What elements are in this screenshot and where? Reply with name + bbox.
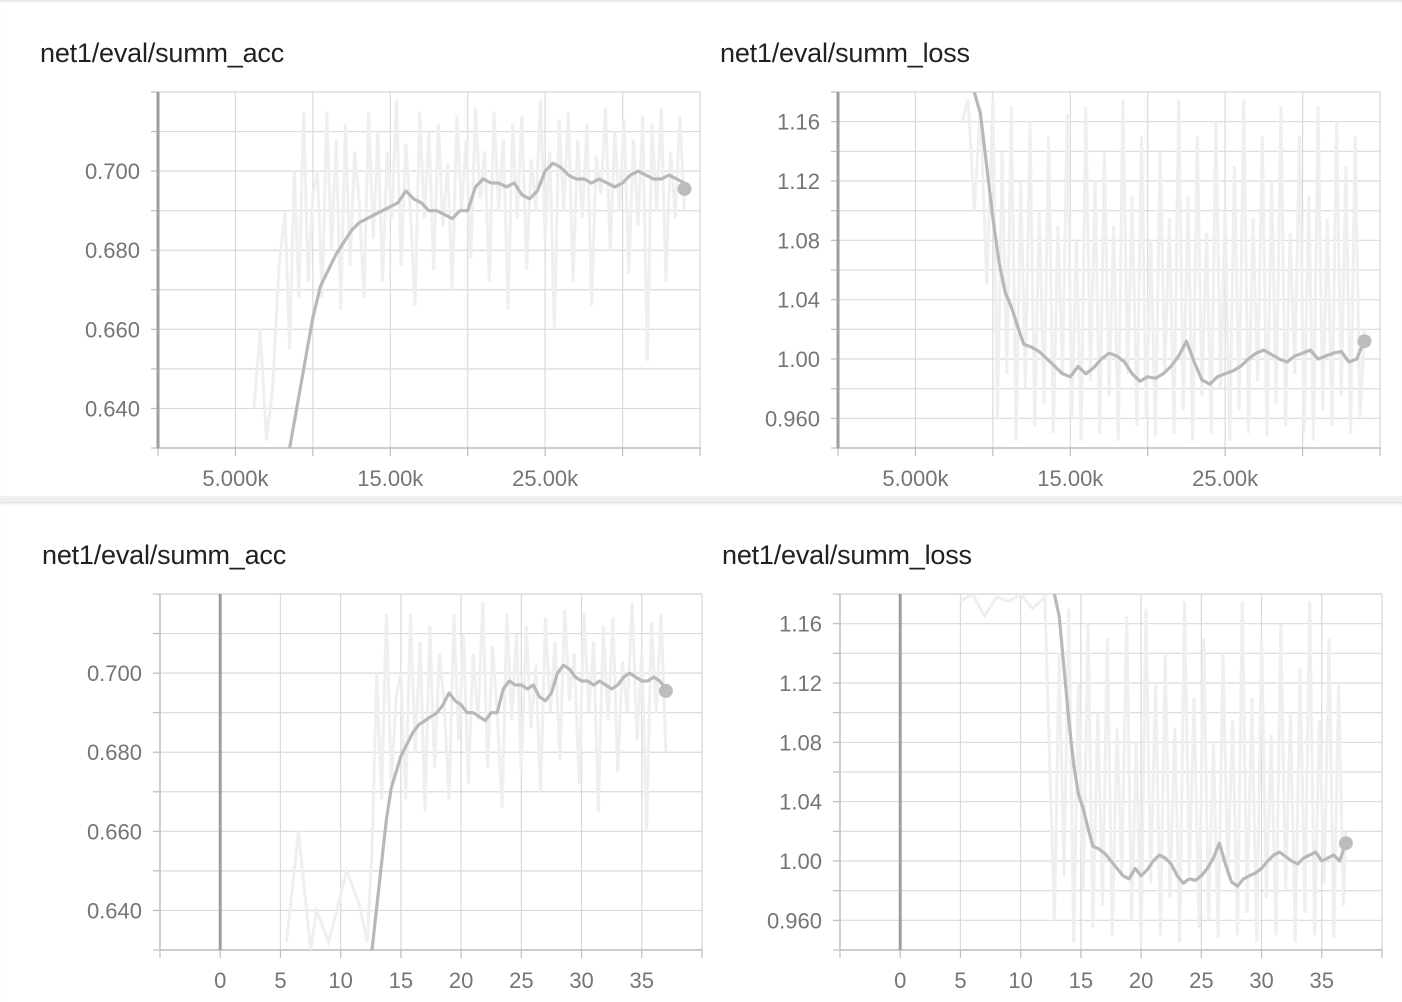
chart-card-loss-bottom: net1/eval/summ_loss xyxy=(722,502,1402,972)
chart-title: net1/eval/summ_loss xyxy=(720,38,970,68)
chart-acc-top[interactable]: 0.640 0.660 0.680 0.700 5.000k 15.00k 25.00k xyxy=(0,0,1402,500)
y-tick-label: 0.700 xyxy=(85,159,140,184)
chart-card-loss-top: net1/eval/summ_loss xyxy=(720,0,1402,470)
x-tick-label: 0 xyxy=(214,968,226,993)
chart-card-acc-top: net1/eval/summ_acc xyxy=(40,0,730,470)
x-tick-label: 35 xyxy=(630,968,654,993)
panel-divider xyxy=(0,496,1402,502)
series-raw xyxy=(285,601,668,950)
y-tick-label: 1.08 xyxy=(779,730,822,755)
y-tick-label: 0.960 xyxy=(767,908,822,933)
x-tick-label: 15 xyxy=(389,968,413,993)
chart-loss-bottom[interactable]: 0.960 1.00 1.04 1.08 1.12 1.16 0 5 10 15 20 25 30 35 xyxy=(0,502,1402,1002)
x-tick-label: 30 xyxy=(569,968,593,993)
series-smoothed[interactable] xyxy=(972,92,1366,386)
series-raw xyxy=(960,98,1366,441)
plot-area xyxy=(285,601,668,950)
chart-title: net1/eval/summ_acc xyxy=(42,540,287,570)
x-tick-label: 35 xyxy=(1310,968,1334,993)
x-tick-label: 25.00k xyxy=(1192,466,1259,491)
chart-loss-top[interactable]: 0.960 1.00 1.04 1.08 1.12 1.16 5.000k 15.00k 25.… xyxy=(0,0,1402,500)
y-tick-label: 0.640 xyxy=(87,898,142,923)
y-tick-label: 0.660 xyxy=(87,819,142,844)
x-tick-label: 5 xyxy=(954,968,966,993)
series-end-point xyxy=(1338,836,1353,851)
y-tick-label: 1.12 xyxy=(779,671,822,696)
x-tick-label: 10 xyxy=(328,968,352,993)
x-tick-label: 5 xyxy=(274,968,286,993)
series-end-point xyxy=(677,181,692,196)
plot-area xyxy=(959,594,1348,943)
y-tick-label: 1.04 xyxy=(777,288,820,313)
y-tick-label: 0.640 xyxy=(85,396,140,421)
y-tick-label: 0.680 xyxy=(87,740,142,765)
chart-card-acc-bottom: net1/eval/summ_acc xyxy=(42,502,732,972)
series-raw xyxy=(252,99,686,441)
series-smoothed[interactable] xyxy=(288,161,686,448)
series-raw xyxy=(959,594,1348,943)
y-tick-label: 0.680 xyxy=(85,238,140,263)
y-tick-label: 1.00 xyxy=(777,347,820,372)
x-tick-label: 15.00k xyxy=(357,466,424,491)
y-tick-label: 0.660 xyxy=(85,317,140,342)
y-tick-label: 1.16 xyxy=(779,612,822,637)
y-tick-label: 0.700 xyxy=(87,661,142,686)
plot-area xyxy=(960,92,1366,441)
x-tick-label: 25 xyxy=(1189,968,1213,993)
x-tick-label: 15 xyxy=(1069,968,1093,993)
series-end-point xyxy=(658,683,673,698)
series-end-point xyxy=(1357,334,1372,349)
y-tick-label: 1.00 xyxy=(779,849,822,874)
x-tick-label: 25 xyxy=(509,968,533,993)
x-tick-label: 5.000k xyxy=(202,466,269,491)
x-tick-label: 20 xyxy=(1129,968,1153,993)
run-panel-top: net1/eval/summ_acc net1/eval/summ_loss 0… xyxy=(0,0,1402,500)
chart-acc-bottom[interactable]: 0.640 0.660 0.680 0.700 0 5 10 15 20 25 30 35 xyxy=(0,502,1402,1002)
y-tick-label: 1.12 xyxy=(777,169,820,194)
y-tick-label: 0.960 xyxy=(765,406,820,431)
y-tick-label: 1.08 xyxy=(777,228,820,253)
y-tick-label: 1.04 xyxy=(779,790,822,815)
x-tick-label: 15.00k xyxy=(1037,466,1104,491)
x-tick-label: 5.000k xyxy=(882,466,949,491)
y-tick-label: 1.16 xyxy=(777,110,820,135)
chart-title: net1/eval/summ_loss xyxy=(722,540,972,570)
x-tick-label: 10 xyxy=(1008,968,1032,993)
x-tick-label: 25.00k xyxy=(512,466,579,491)
plot-area xyxy=(252,99,686,448)
series-smoothed[interactable] xyxy=(1052,594,1348,888)
run-panel-bottom: net1/eval/summ_acc net1/eval/summ_loss 0… xyxy=(0,502,1402,1002)
x-tick-label: 0 xyxy=(894,968,906,993)
x-tick-label: 20 xyxy=(449,968,473,993)
series-smoothed[interactable] xyxy=(370,663,668,950)
x-tick-label: 30 xyxy=(1249,968,1273,993)
chart-title: net1/eval/summ_acc xyxy=(40,38,285,68)
